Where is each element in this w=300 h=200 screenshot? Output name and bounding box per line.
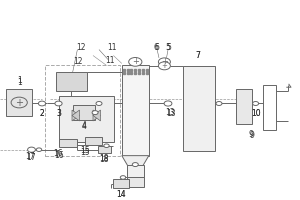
Circle shape xyxy=(38,101,46,106)
Text: 7: 7 xyxy=(195,51,200,60)
Polygon shape xyxy=(72,110,80,121)
Circle shape xyxy=(28,147,35,152)
Text: 15: 15 xyxy=(81,148,90,157)
Text: 5: 5 xyxy=(165,43,170,52)
Text: +: + xyxy=(161,57,168,66)
Polygon shape xyxy=(93,110,100,121)
Circle shape xyxy=(104,144,109,148)
Bar xyxy=(58,96,114,142)
Text: 10: 10 xyxy=(251,109,260,118)
Text: 3: 3 xyxy=(56,109,61,118)
Text: +: + xyxy=(132,57,139,66)
Bar xyxy=(58,139,76,147)
Text: 7: 7 xyxy=(196,51,200,60)
Text: 12: 12 xyxy=(73,57,83,66)
Text: 11: 11 xyxy=(107,43,116,52)
Circle shape xyxy=(158,58,170,66)
Polygon shape xyxy=(122,156,149,172)
Text: 4: 4 xyxy=(81,121,86,130)
Text: 13: 13 xyxy=(165,108,175,117)
Bar xyxy=(98,146,111,153)
Circle shape xyxy=(216,102,222,105)
Bar xyxy=(236,89,252,124)
Text: 10: 10 xyxy=(251,109,261,118)
Text: 6: 6 xyxy=(155,43,160,52)
Bar xyxy=(73,105,94,120)
Bar xyxy=(112,179,129,188)
Circle shape xyxy=(55,101,62,106)
Text: 9: 9 xyxy=(250,131,254,140)
Text: 12: 12 xyxy=(76,43,86,52)
Circle shape xyxy=(129,57,142,66)
Text: 13: 13 xyxy=(166,109,176,118)
Text: 1: 1 xyxy=(17,76,22,85)
Bar xyxy=(6,89,32,116)
Text: 16: 16 xyxy=(54,149,63,158)
Text: +: + xyxy=(161,63,167,69)
Bar xyxy=(127,165,144,177)
Text: +: + xyxy=(15,98,23,108)
Text: 17: 17 xyxy=(25,152,35,161)
Polygon shape xyxy=(93,110,100,121)
Text: 16: 16 xyxy=(54,151,64,160)
Bar xyxy=(127,177,144,187)
Circle shape xyxy=(158,62,170,70)
Bar xyxy=(122,65,149,156)
Text: 14: 14 xyxy=(116,190,126,199)
Circle shape xyxy=(36,148,42,151)
Text: 18: 18 xyxy=(100,154,109,163)
Text: 2: 2 xyxy=(40,109,44,118)
Bar xyxy=(183,66,214,151)
Text: 11: 11 xyxy=(105,56,114,65)
Bar xyxy=(45,65,120,156)
Circle shape xyxy=(96,102,102,105)
Circle shape xyxy=(120,176,126,179)
Circle shape xyxy=(132,163,138,167)
Text: 14: 14 xyxy=(116,190,125,199)
Circle shape xyxy=(164,101,172,106)
Text: 1: 1 xyxy=(17,78,22,87)
Text: 3: 3 xyxy=(56,109,61,118)
Polygon shape xyxy=(72,110,80,121)
Text: 4: 4 xyxy=(81,122,86,131)
Bar xyxy=(263,85,276,130)
Bar xyxy=(56,72,87,91)
Circle shape xyxy=(253,102,259,105)
Text: 9: 9 xyxy=(249,130,254,139)
Text: 6: 6 xyxy=(154,43,158,52)
Text: 18: 18 xyxy=(100,155,109,164)
Text: 5: 5 xyxy=(166,43,171,52)
Text: 2: 2 xyxy=(40,109,44,118)
Bar xyxy=(85,137,102,145)
Text: 15: 15 xyxy=(81,146,90,155)
Text: 17: 17 xyxy=(26,153,35,162)
Circle shape xyxy=(92,111,98,115)
